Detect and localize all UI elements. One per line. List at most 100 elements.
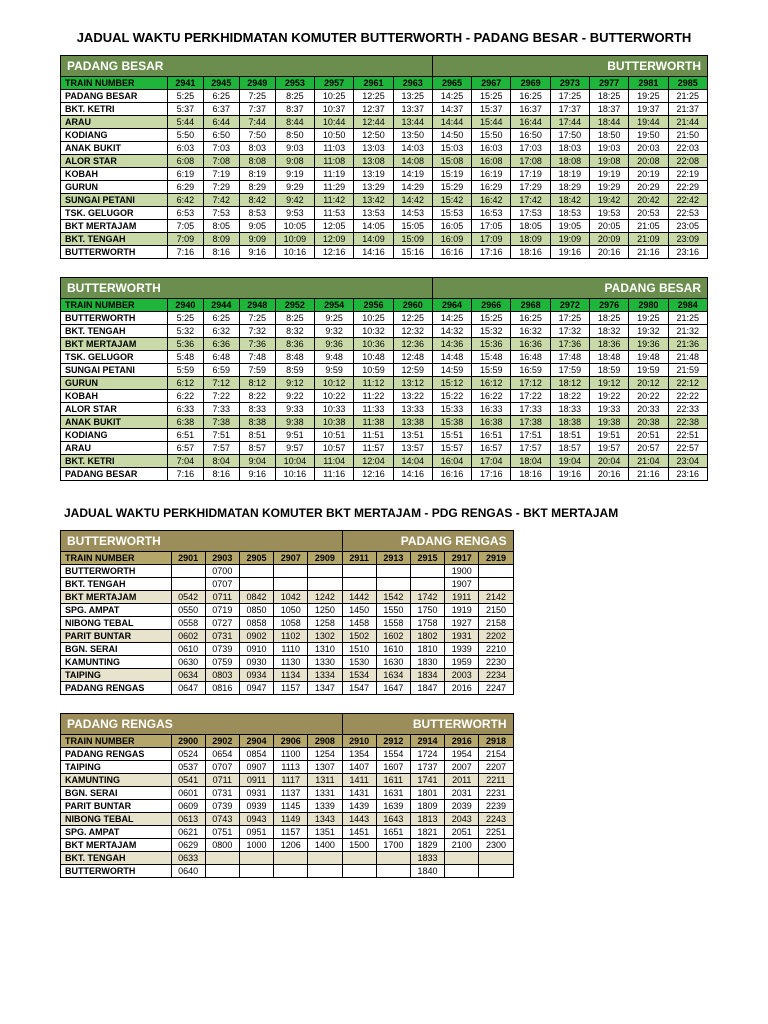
train-number: 2909	[308, 552, 342, 565]
time-cell: 0951	[239, 826, 273, 839]
time-cell: 15:09	[393, 233, 432, 246]
time-cell: 0609	[171, 800, 205, 813]
time-cell: 2300	[479, 839, 513, 852]
time-cell: 11:29	[315, 181, 354, 194]
time-cell: 9:48	[315, 351, 354, 364]
time-cell: 11:57	[354, 442, 393, 455]
time-cell: 1451	[342, 826, 376, 839]
time-cell: 20:29	[629, 181, 668, 194]
time-cell: 18:25	[590, 312, 629, 325]
time-cell: 5:25	[167, 90, 203, 103]
train-number: 2910	[342, 735, 376, 748]
time-cell: 7:05	[167, 220, 203, 233]
time-cell: 0731	[205, 787, 239, 800]
time-cell: 12:05	[315, 220, 354, 233]
time-cell: 8:42	[239, 194, 275, 207]
time-cell: 1833	[410, 852, 444, 865]
time-cell: 1307	[308, 761, 342, 774]
time-cell: 21:09	[629, 233, 668, 246]
time-cell: 1750	[410, 604, 444, 617]
time-cell: 22:03	[668, 142, 707, 155]
time-cell: 21:16	[629, 468, 668, 481]
time-cell: 10:37	[315, 103, 354, 116]
time-cell: 0711	[205, 774, 239, 787]
time-cell: 18:19	[550, 168, 589, 181]
time-cell: 0634	[171, 669, 205, 682]
time-cell	[239, 865, 273, 878]
time-cell: 7:48	[239, 351, 275, 364]
time-cell: 0858	[239, 617, 273, 630]
route-from: BUTTERWORTH	[61, 278, 433, 299]
time-cell: 9:36	[315, 338, 354, 351]
time-cell: 22:42	[668, 194, 707, 207]
time-cell: 2100	[445, 839, 479, 852]
train-number: 2984	[668, 299, 707, 312]
time-cell	[342, 565, 376, 578]
time-cell: 5:59	[167, 364, 203, 377]
time-cell: 1939	[445, 643, 479, 656]
time-cell: 9:25	[315, 312, 354, 325]
time-cell: 0739	[205, 800, 239, 813]
time-cell: 19:48	[629, 351, 668, 364]
train-number: 2953	[275, 77, 314, 90]
time-cell: 6:29	[167, 181, 203, 194]
time-cell: 2234	[479, 669, 513, 682]
train-number: 2901	[171, 552, 205, 565]
train-number-label: TRAIN NUMBER	[61, 735, 172, 748]
time-cell: 18:16	[511, 246, 550, 259]
time-cell: 1534	[342, 669, 376, 682]
time-cell: 9:05	[239, 220, 275, 233]
time-cell: 0947	[239, 682, 273, 695]
time-cell: 1510	[342, 643, 376, 656]
time-cell: 23:05	[668, 220, 707, 233]
time-cell: 20:42	[629, 194, 668, 207]
time-cell: 7:09	[167, 233, 203, 246]
time-cell: 1821	[410, 826, 444, 839]
page-title-1: JADUAL WAKTU PERKHIDMATAN KOMUTER BUTTER…	[60, 30, 708, 45]
train-number: 2963	[393, 77, 432, 90]
time-cell: 19:37	[629, 103, 668, 116]
time-cell: 9:33	[275, 403, 314, 416]
time-cell: 17:25	[550, 90, 589, 103]
time-cell: 17:50	[550, 129, 589, 142]
time-cell	[376, 865, 410, 878]
train-number: 2919	[479, 552, 513, 565]
time-cell	[410, 565, 444, 578]
time-cell: 0550	[171, 604, 205, 617]
train-number-label: TRAIN NUMBER	[61, 299, 168, 312]
time-cell: 20:16	[590, 468, 629, 481]
time-cell: 13:29	[354, 181, 393, 194]
time-cell: 11:42	[315, 194, 354, 207]
time-cell: 16:03	[472, 142, 511, 155]
time-cell: 7:04	[167, 455, 203, 468]
train-number: 2913	[376, 552, 410, 565]
time-cell: 8:53	[239, 207, 275, 220]
time-cell: 0934	[239, 669, 273, 682]
time-cell: 21:16	[629, 246, 668, 259]
train-number: 2977	[590, 77, 629, 90]
time-cell: 15:19	[432, 168, 471, 181]
time-cell: 22:33	[668, 403, 707, 416]
time-cell: 2158	[479, 617, 513, 630]
time-cell: 17:09	[472, 233, 511, 246]
time-cell: 8:16	[203, 468, 239, 481]
time-cell: 8:09	[203, 233, 239, 246]
station-name: PARIT BUNTAR	[61, 800, 172, 813]
time-cell: 19:44	[629, 116, 668, 129]
time-cell: 12:09	[315, 233, 354, 246]
time-cell: 17:32	[550, 325, 589, 338]
time-cell: 1700	[376, 839, 410, 852]
time-cell: 15:38	[432, 416, 471, 429]
time-cell: 0943	[239, 813, 273, 826]
time-cell: 16:50	[511, 129, 550, 142]
time-cell: 22:53	[668, 207, 707, 220]
time-cell: 13:33	[393, 403, 432, 416]
time-cell	[479, 565, 513, 578]
time-cell: 16:22	[472, 390, 511, 403]
time-cell: 17:08	[511, 155, 550, 168]
time-cell: 1639	[376, 800, 410, 813]
time-cell: 7:16	[167, 468, 203, 481]
train-number: 2985	[668, 77, 707, 90]
time-cell: 19:16	[550, 246, 589, 259]
time-cell: 5:48	[167, 351, 203, 364]
